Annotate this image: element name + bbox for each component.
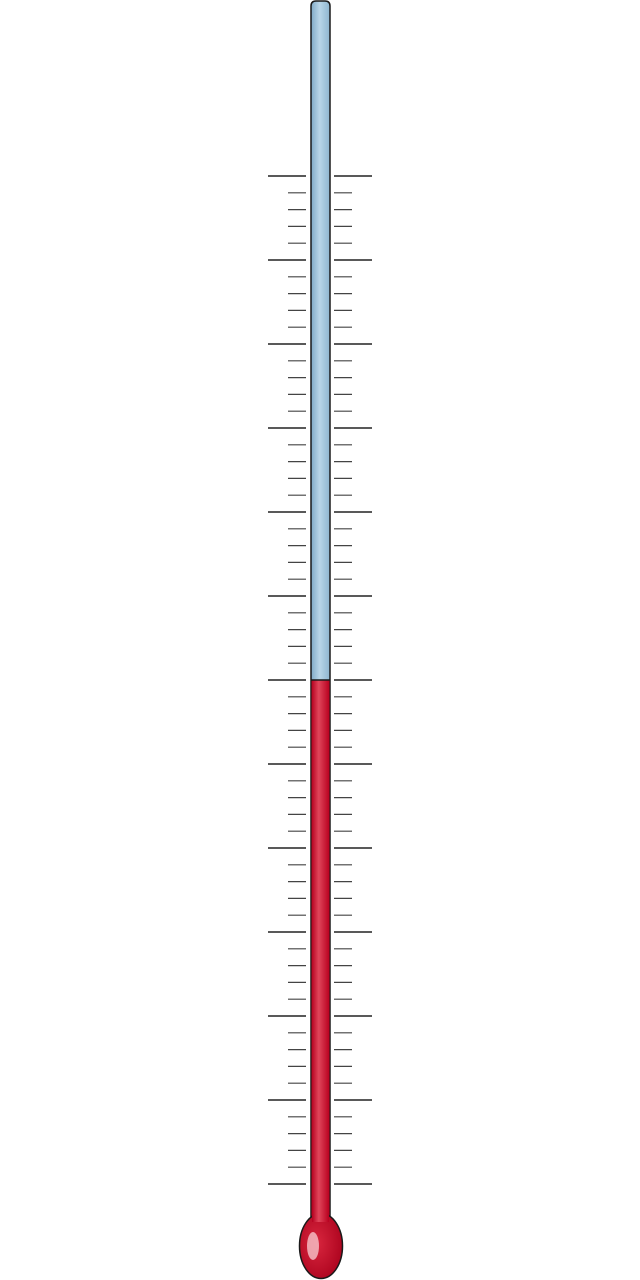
scale-ticks: [268, 175, 372, 1185]
bulb: [298, 1212, 344, 1280]
mercury-column: [311, 680, 330, 1232]
bulb-highlight: [307, 1232, 319, 1260]
bulb-neck: [312, 1200, 329, 1222]
